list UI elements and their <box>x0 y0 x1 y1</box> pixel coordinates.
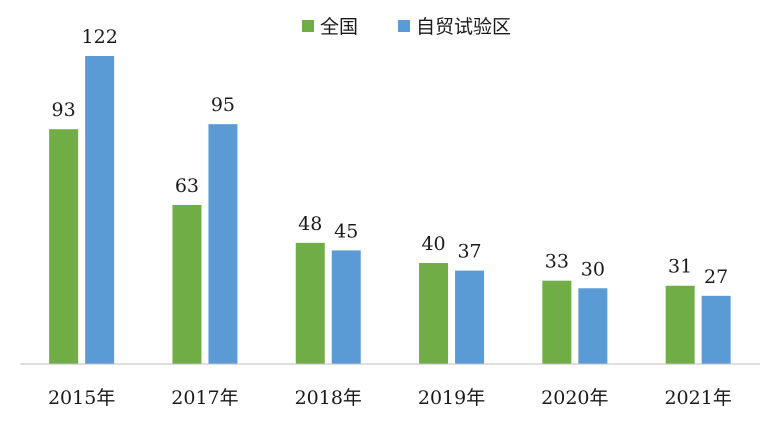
x-tick-label: 2021年 <box>664 387 731 409</box>
data-label: 27 <box>704 266 728 288</box>
data-label: 93 <box>52 99 76 121</box>
x-tick-label: 2019年 <box>418 387 485 409</box>
x-tick-labels: 2015年 2017年 2018年 2019年 2020年 2021年 <box>48 387 732 409</box>
data-label: 30 <box>581 258 605 280</box>
data-label: 37 <box>457 241 481 263</box>
x-tick-label: 2020年 <box>541 387 608 409</box>
x-tick-label: 2018年 <box>295 387 362 409</box>
data-label: 122 <box>82 26 118 48</box>
data-labels: 93 122 63 95 48 45 40 37 33 30 31 27 <box>52 26 729 288</box>
bar-national-0 <box>49 129 79 364</box>
bar-ftz-2 <box>331 250 361 364</box>
x-tick-label: 2015年 <box>48 387 115 409</box>
x-tick-label: 2017年 <box>171 387 238 409</box>
bar-national-2 <box>295 242 325 364</box>
bar-national-4 <box>542 280 572 364</box>
bar-national-1 <box>172 204 202 364</box>
legend-swatch <box>398 20 410 32</box>
data-label: 31 <box>668 256 692 278</box>
data-label: 95 <box>211 94 235 116</box>
bar-ftz-0 <box>85 56 115 364</box>
bar-national-5 <box>665 285 695 364</box>
bars <box>49 56 731 364</box>
data-label: 45 <box>334 220 358 242</box>
data-label: 33 <box>545 251 569 273</box>
data-label: 48 <box>298 213 322 235</box>
bar-ftz-1 <box>208 124 238 364</box>
bar-ftz-4 <box>578 288 608 364</box>
legend: 全国 自贸试验区 <box>302 16 511 38</box>
legend-swatch <box>302 20 314 32</box>
data-label: 40 <box>421 233 445 255</box>
bar-ftz-5 <box>701 295 731 364</box>
legend-label: 全国 <box>320 16 358 38</box>
bar-national-3 <box>419 263 449 364</box>
data-label: 63 <box>175 175 199 197</box>
bar-ftz-3 <box>455 270 485 364</box>
legend-label: 自贸试验区 <box>416 16 511 38</box>
